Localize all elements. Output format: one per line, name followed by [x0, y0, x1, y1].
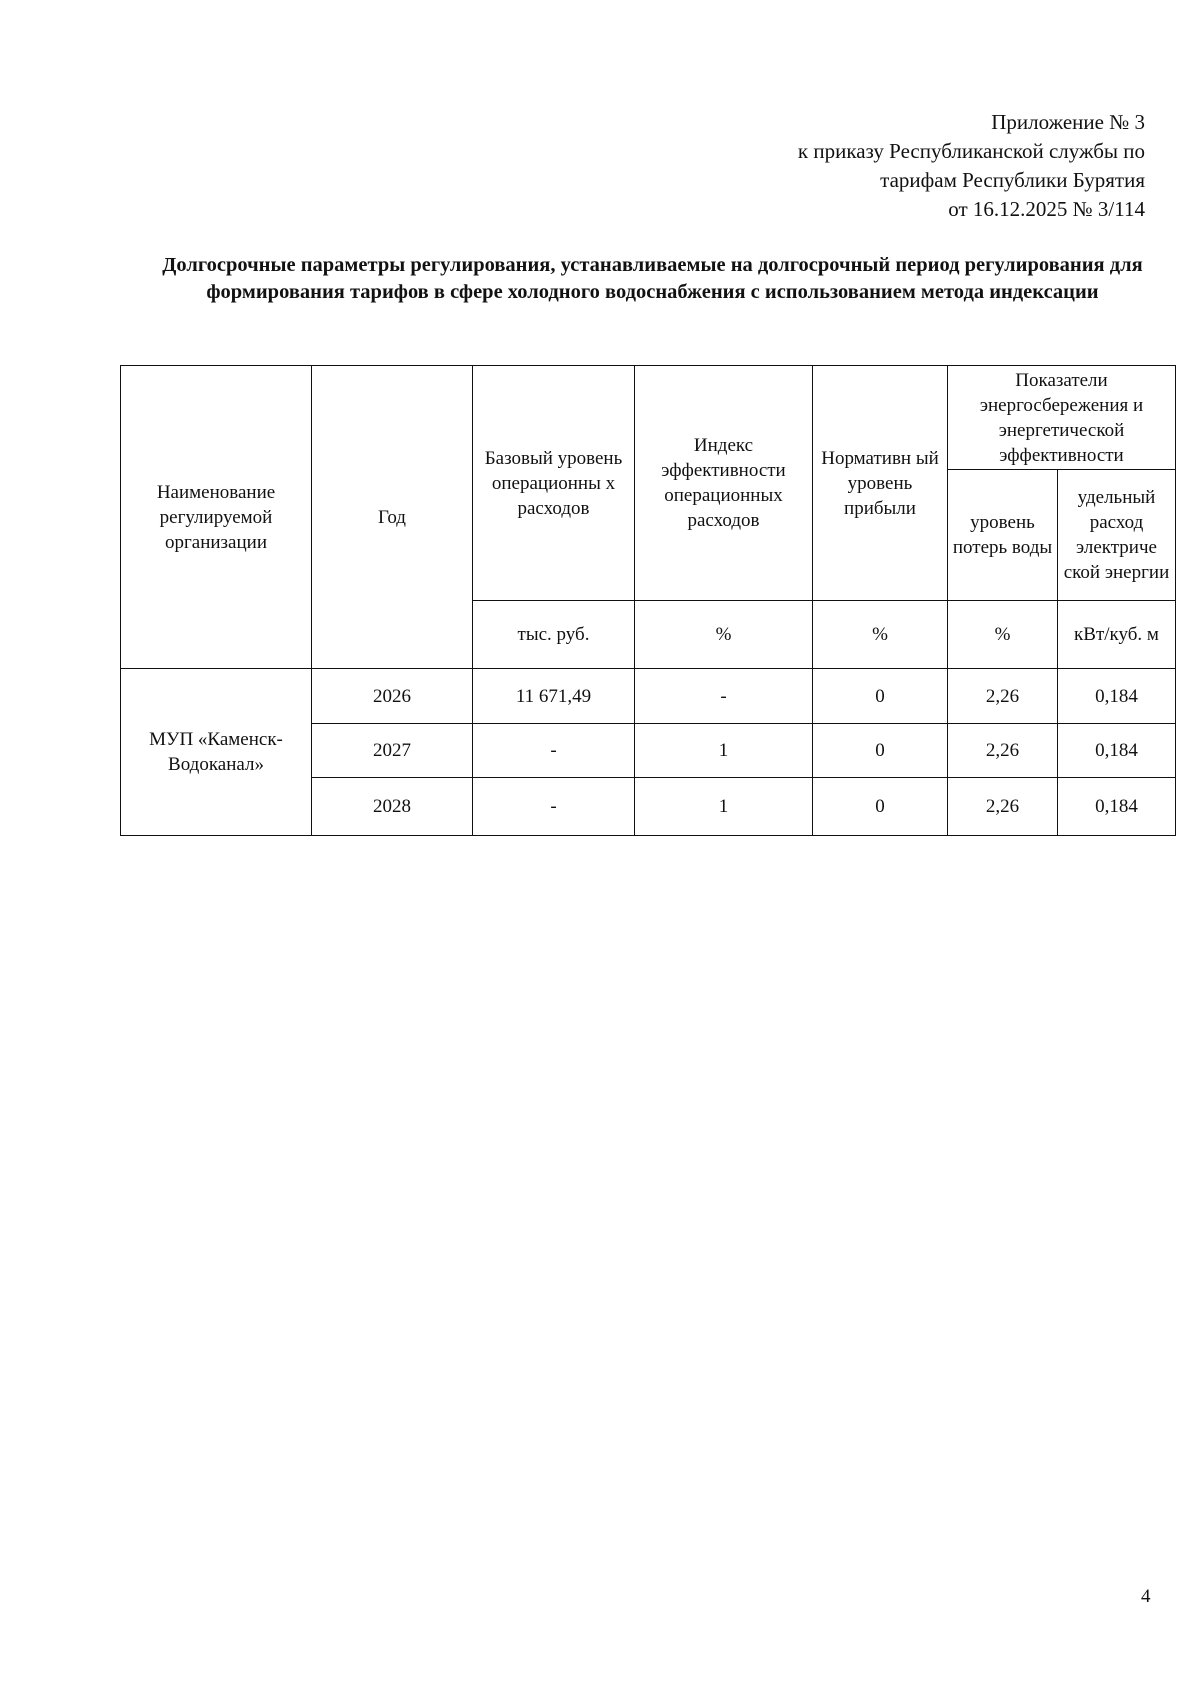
cell-index: 1: [634, 777, 813, 836]
unit-base: тыс. руб.: [472, 600, 635, 669]
table-row: 2027 - 1 0 2,26 0,184: [121, 723, 1176, 778]
header-energy-group: Показатели энергосбережения и энергетиче…: [947, 365, 1176, 470]
header-electricity: удельный расход электриче ской энергии: [1057, 469, 1176, 601]
header-year: Год: [311, 365, 473, 669]
cell-profit: 0: [812, 668, 948, 724]
cell-electricity: 0,184: [1057, 777, 1176, 836]
cell-year: 2027: [311, 723, 473, 778]
header-line: от 16.12.2025 № 3/114: [948, 197, 1145, 221]
header-line: к приказу Республиканской службы по: [797, 139, 1145, 163]
cell-year: 2028: [311, 777, 473, 836]
document-title: Долгосрочные параметры регулирования, ус…: [162, 254, 1143, 303]
unit-losses: %: [947, 600, 1058, 669]
unit-profit: %: [812, 600, 948, 669]
org-name: МУП «Каменск-Водоканал»: [120, 668, 312, 836]
cell-base: 11 671,49: [472, 668, 635, 724]
cell-index: 1: [634, 723, 813, 778]
cell-year: 2026: [311, 668, 473, 724]
cell-losses: 2,26: [947, 777, 1058, 836]
header-line: тарифам Республики Бурятия: [880, 168, 1145, 192]
page-number: 4: [1141, 1586, 1151, 1607]
header-base: Базовый уровень операционны х расходов: [472, 365, 635, 601]
cell-base: -: [472, 777, 635, 836]
header-profit: Нормативн ый уровень прибыли: [812, 365, 948, 601]
cell-base: -: [472, 723, 635, 778]
header-line: Приложение № 3: [991, 110, 1145, 134]
header-index: Индекс эффективности операционных расход…: [634, 365, 813, 601]
cell-profit: 0: [812, 723, 948, 778]
cell-losses: 2,26: [947, 668, 1058, 724]
table-row: 2028 - 1 0 2,26 0,184: [121, 777, 1176, 836]
cell-losses: 2,26: [947, 723, 1058, 778]
cell-electricity: 0,184: [1057, 668, 1176, 724]
header-losses: уровень потерь воды: [947, 469, 1058, 601]
parameters-table: Наименование регулируемой организации Го…: [120, 365, 1176, 836]
unit-index: %: [634, 600, 813, 669]
table-row: МУП «Каменск-Водоканал» 2026 11 671,49 -…: [120, 668, 1176, 836]
cell-electricity: 0,184: [1057, 723, 1176, 778]
header-org: Наименование регулируемой организации: [120, 365, 312, 669]
appendix-header: Приложение № 3 к приказу Республиканской…: [798, 108, 1145, 224]
cell-profit: 0: [812, 777, 948, 836]
cell-index: -: [634, 668, 813, 724]
unit-electricity: кВт/куб. м: [1057, 600, 1176, 669]
